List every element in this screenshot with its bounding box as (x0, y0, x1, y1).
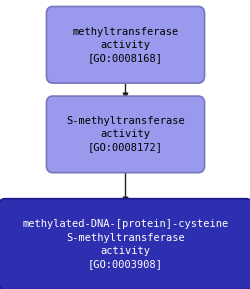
Text: methyltransferase
activity
[GO:0008168]: methyltransferase activity [GO:0008168] (72, 27, 178, 63)
FancyBboxPatch shape (46, 6, 204, 83)
FancyBboxPatch shape (46, 96, 204, 173)
Text: S-methyltransferase
activity
[GO:0008172]: S-methyltransferase activity [GO:0008172… (66, 116, 184, 153)
Text: methylated-DNA-[protein]-cysteine
S-methyltransferase
activity
[GO:0003908]: methylated-DNA-[protein]-cysteine S-meth… (22, 219, 228, 269)
FancyBboxPatch shape (0, 199, 250, 289)
